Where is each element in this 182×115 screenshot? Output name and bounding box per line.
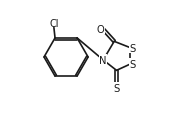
Text: S: S <box>129 43 135 53</box>
Text: S: S <box>113 83 120 93</box>
Text: O: O <box>96 24 104 34</box>
Text: S: S <box>129 59 135 69</box>
Text: Cl: Cl <box>49 19 59 29</box>
Text: N: N <box>99 55 107 65</box>
